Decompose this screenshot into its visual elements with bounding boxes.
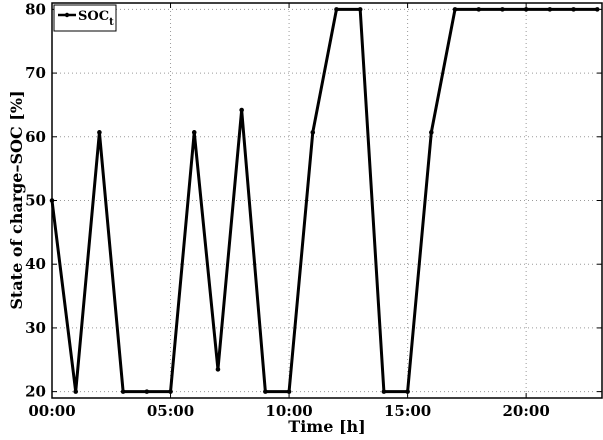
soc-data-point [73,389,79,394]
soc-data-point [97,130,102,135]
soc-data-point [381,389,387,394]
soc-data-point [523,7,529,12]
soc-data-point [357,7,363,12]
x-tick-label: 05:00 [147,402,194,420]
x-axis-label: Time [h] [288,417,365,436]
soc-data-point [334,7,339,12]
y-tick-label: 70 [25,64,46,82]
x-tick-label: 00:00 [28,402,75,420]
soc-data-point [476,7,482,12]
soc-data-point [452,7,458,12]
soc-data-point [500,7,505,12]
soc-data-point [571,7,576,12]
soc-data-point [168,389,173,394]
x-tick-label: 15:00 [384,402,431,420]
legend-label: SOCt [78,9,114,28]
y-tick-label: 60 [25,128,46,146]
y-tick-label: 30 [25,319,46,337]
y-tick-label: 20 [25,383,46,401]
series-layer [49,7,600,394]
soc-data-point [144,389,150,394]
y-axis-label: State of charge–SOC [%] [7,90,26,309]
soc-data-point [120,389,126,394]
soc-data-point [263,389,268,394]
soc-data-point [286,389,292,394]
soc-data-point [215,367,221,372]
legend-label-subscript: t [109,17,114,28]
legend-box [53,4,117,32]
legend: SOCt [53,4,117,32]
legend-label-main: SOC [78,9,109,24]
x-tick-label: 20:00 [502,402,549,420]
x-tick-label: 10:00 [265,402,312,420]
y-tick-label: 50 [25,192,46,210]
tick-layer: 20 30 40 50 60 70 80 00:00 05:00 10:00 15:00 20:00 [25,0,602,420]
soc-data-point [547,7,553,12]
soc-data-point [310,130,316,135]
legend-marker-swatch [64,12,70,18]
y-tick-label: 40 [25,255,46,273]
y-tick-label: 80 [25,0,46,18]
soc-data-point [429,130,434,135]
soc-data-point [405,389,410,394]
soc-data-point [191,130,197,135]
soc-data-point [239,107,244,113]
soc-series-line [50,7,598,394]
